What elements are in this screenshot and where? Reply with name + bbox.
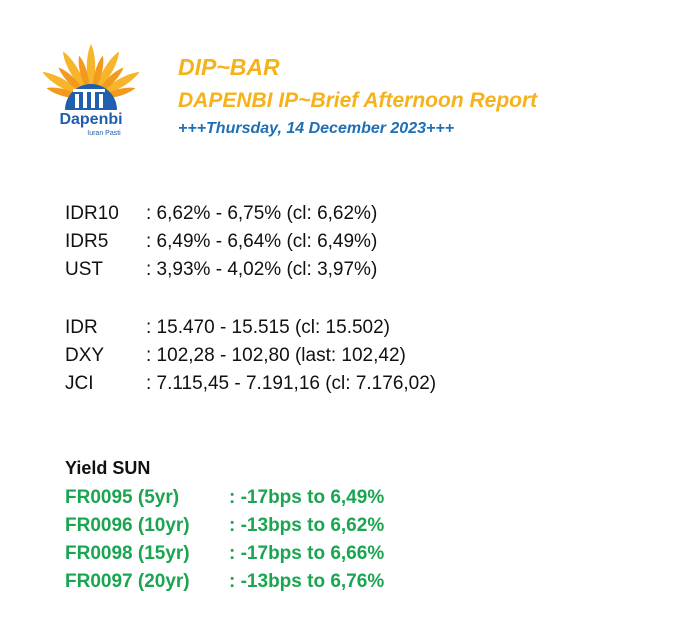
logo-name: Dapenbi [59, 111, 122, 128]
rate-label: UST [65, 259, 103, 280]
yield-label: FR0098 (15yr) [65, 543, 190, 564]
yield-label: FR0097 (20yr) [65, 571, 190, 592]
yield-label: FR0095 (5yr) [65, 487, 180, 508]
rate-value: : 6,49% - 6,64% (cl: 6,49%) [146, 231, 378, 252]
rate-value: : 3,93% - 4,02% (cl: 3,97%) [146, 259, 378, 280]
subtitle: DAPENBI IP~Brief Afternoon Report [178, 89, 538, 112]
market-label: IDR [65, 317, 98, 338]
title: DIP~BAR [178, 54, 280, 80]
rate-value: : 6,62% - 6,75% (cl: 6,62%) [146, 203, 378, 224]
market-label: JCI [65, 373, 94, 394]
yield-value: : -13bps to 6,62% [229, 515, 385, 536]
yield-value: : -13bps to 6,76% [229, 571, 385, 592]
logo-tagline: Iuran Pasti [87, 130, 121, 137]
report-date: +++Thursday, 14 December 2023+++ [178, 120, 455, 137]
logo: Dapenbi Iuran Pasti [42, 44, 140, 137]
logo-rays [42, 44, 140, 110]
yield-value: : -17bps to 6,66% [229, 543, 385, 564]
yield-value: : -17bps to 6,49% [229, 487, 385, 508]
market-value: : 15.470 - 15.515 (cl: 15.502) [146, 317, 390, 338]
yield-label: FR0096 (10yr) [65, 515, 190, 536]
rate-label: IDR10 [65, 203, 119, 224]
rate-label: IDR5 [65, 231, 109, 252]
market-label: DXY [65, 345, 105, 366]
market-value: : 7.115,45 - 7.191,16 (cl: 7.176,02) [146, 373, 437, 394]
market-value: : 102,28 - 102,80 (last: 102,42) [146, 345, 406, 366]
yield-title: Yield SUN [65, 458, 151, 478]
